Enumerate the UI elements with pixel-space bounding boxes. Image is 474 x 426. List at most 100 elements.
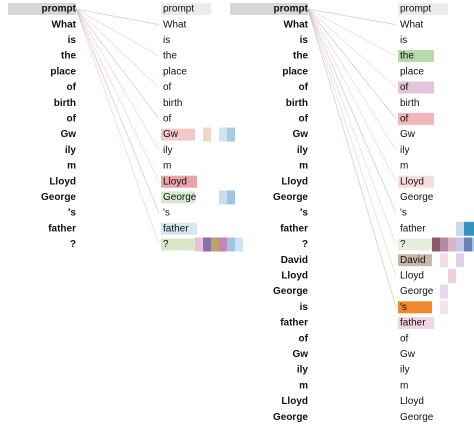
- left-token: George: [273, 286, 308, 297]
- token-highlight: [161, 222, 197, 235]
- right-token: Gw: [163, 129, 179, 140]
- attention-cell: [440, 253, 448, 268]
- attention-cell: [211, 237, 219, 252]
- left-token: the: [61, 51, 76, 62]
- right-token: father: [163, 223, 189, 234]
- left-token: Lloyd: [281, 396, 308, 407]
- attention-cell: [203, 127, 211, 142]
- left-token: place: [282, 66, 308, 77]
- left-token: the: [293, 51, 308, 62]
- left-token: ily: [297, 365, 309, 376]
- selected-token-bg: [161, 3, 211, 15]
- attention-line: [75, 8, 160, 245]
- right-token: ?: [163, 239, 169, 250]
- token-highlight: [161, 128, 197, 141]
- left-token: ily: [65, 145, 77, 156]
- attention-cell: [195, 127, 203, 142]
- attention-cell: [235, 237, 243, 252]
- token-highlight: [398, 238, 434, 251]
- right-token: m: [163, 161, 171, 172]
- left-token: ily: [297, 145, 309, 156]
- left-token: Lloyd: [281, 176, 308, 187]
- token-highlight: [398, 301, 434, 314]
- attention-cell: [456, 221, 464, 236]
- right-token: Gw: [400, 349, 416, 360]
- left-token: is: [68, 35, 77, 46]
- attention-line: [75, 8, 160, 26]
- left-token: prompt: [42, 4, 77, 15]
- right-token: place: [163, 66, 187, 77]
- panel: prompt What is the place of birth of Gw ily m Lloyd…: [8, 3, 243, 252]
- left-token: birth: [286, 98, 308, 109]
- right-token: birth: [163, 98, 182, 109]
- right-token: George: [400, 192, 434, 203]
- attention-cell: [440, 221, 448, 236]
- right-token: 's: [163, 208, 170, 219]
- left-token: Gw: [292, 129, 308, 140]
- right-token: George: [400, 412, 434, 423]
- attention-cell: [456, 237, 464, 252]
- left-token: Gw: [292, 349, 308, 360]
- left-token: of: [299, 333, 309, 344]
- token-highlight: [398, 254, 434, 267]
- right-token: is: [163, 35, 170, 46]
- selected-token-bg: [8, 3, 76, 15]
- right-token: Lloyd: [163, 176, 187, 187]
- attention-line: [307, 8, 397, 120]
- right-token: place: [400, 66, 424, 77]
- attention-line: [307, 8, 397, 88]
- left-token: is: [300, 35, 309, 46]
- left-token: prompt: [274, 4, 309, 15]
- attention-cell: [448, 221, 456, 236]
- left-token: is: [300, 302, 309, 313]
- attention-line: [307, 8, 397, 26]
- attention-line: [307, 8, 397, 245]
- attention-cell: [448, 237, 456, 252]
- right-token: Lloyd: [400, 396, 424, 407]
- left-token: 's: [68, 208, 76, 219]
- right-token: 's: [400, 208, 407, 219]
- left-token: Lloyd: [49, 176, 76, 187]
- attention-line: [75, 8, 160, 120]
- selected-token-bg: [398, 3, 448, 15]
- token-highlight: [398, 317, 434, 329]
- attention-cell: [472, 221, 474, 236]
- left-token: birth: [54, 98, 76, 109]
- right-token: of: [400, 114, 409, 125]
- left-token: David: [281, 255, 308, 266]
- left-token: father: [48, 223, 76, 234]
- attention-line: [307, 8, 397, 151]
- left-token: 's: [300, 208, 308, 219]
- right-token: Lloyd: [400, 271, 424, 282]
- attention-cell: [195, 190, 203, 205]
- attention-line: [75, 8, 160, 151]
- attention-cell: [219, 127, 227, 142]
- left-token: m: [299, 161, 308, 172]
- attention-cell: [464, 237, 472, 252]
- attention-cell: [203, 190, 211, 205]
- left-token: place: [50, 66, 76, 77]
- attention-cell: [432, 253, 440, 268]
- right-token: ily: [163, 145, 172, 156]
- attention-cell: [227, 237, 235, 252]
- right-token: David: [400, 255, 426, 266]
- attention-line: [307, 8, 397, 57]
- right-token: father: [400, 223, 426, 234]
- token-highlight: [398, 50, 434, 63]
- attention-cell: [219, 190, 227, 205]
- attention-cell: [195, 237, 203, 252]
- attention-cell: [432, 268, 440, 283]
- left-token: George: [273, 192, 308, 203]
- right-token: 's: [400, 302, 407, 313]
- right-token: ?: [400, 239, 406, 250]
- left-token: What: [284, 19, 309, 30]
- attention-cell: [472, 237, 474, 252]
- right-token: Gw: [400, 129, 416, 140]
- left-token: Gw: [60, 129, 76, 140]
- right-token: the: [163, 51, 177, 62]
- right-token: What: [400, 19, 424, 30]
- right-token: prompt: [400, 4, 431, 15]
- left-token: of: [299, 114, 309, 125]
- left-token: ?: [302, 239, 308, 250]
